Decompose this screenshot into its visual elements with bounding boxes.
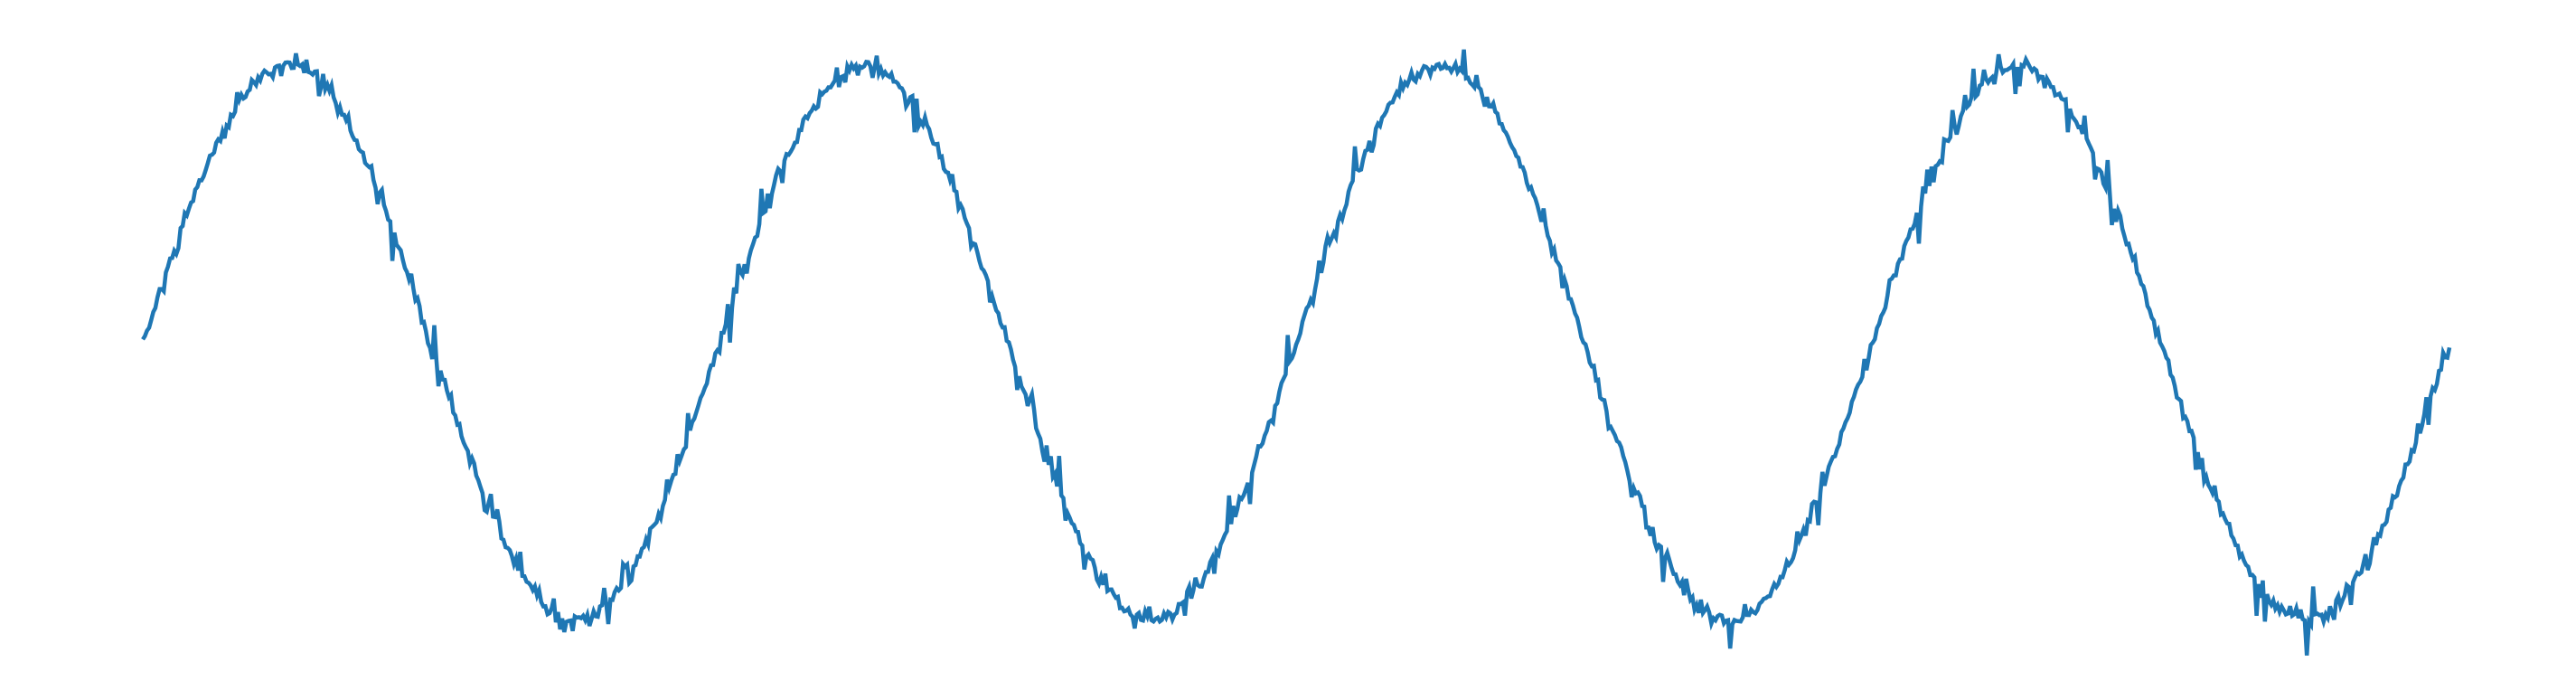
plot-area — [141, 49, 2452, 656]
series-line-0 — [141, 49, 2452, 656]
